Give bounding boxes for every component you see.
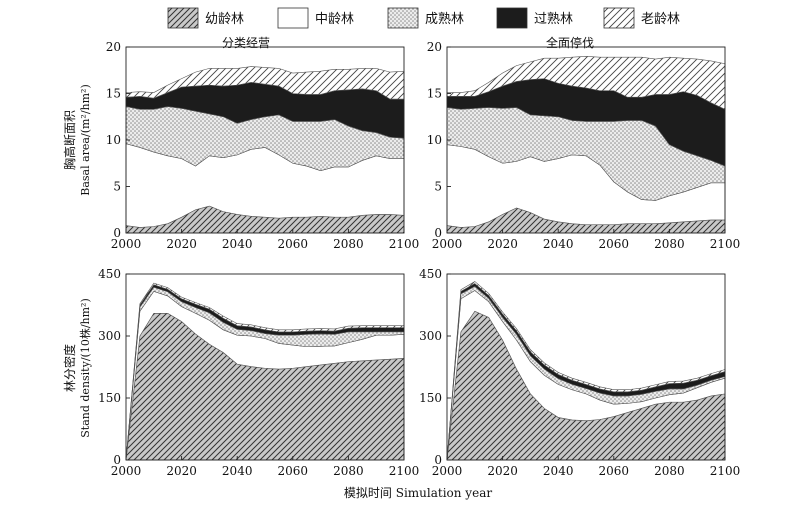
y-tick-label: 10 [427, 133, 442, 147]
panel-title-right: 全面停伐 [546, 35, 594, 50]
legend-swatch-middle [277, 7, 309, 29]
y-tick-label: 0 [434, 226, 442, 240]
x-tick-label: 2060 [599, 237, 630, 251]
y-tick-label: 20 [106, 40, 121, 54]
ylabel-stand-density-en: Stand density/(10株/hm²) [78, 298, 92, 438]
panel-title-left: 分类经营 [222, 36, 270, 50]
x-tick-label: 2080 [333, 464, 364, 478]
panel-stand-density-classified: 2000 2020 2040 2060 2080 2100 0 150 300 450 [98, 267, 419, 478]
x-tick-label: 2000 [432, 464, 463, 478]
legend-label-old: 老龄林 [641, 12, 680, 27]
x-tick-label: 2080 [654, 237, 685, 251]
y-tick-label: 300 [98, 329, 121, 343]
legend-item-middle: 中龄林 [277, 7, 354, 29]
panel-stand-density-logging-ban: 2000 2020 2040 2060 2080 2100 0 150 300 450 [419, 267, 740, 478]
y-tick-label: 0 [113, 453, 121, 467]
panel-basal-area-classified: 2000 2020 2040 2060 2080 2100 0 5 10 15 20 [106, 40, 420, 251]
y-tick-label: 300 [419, 329, 442, 343]
y-tick-label: 150 [98, 391, 121, 405]
x-tick-label: 2040 [222, 237, 253, 251]
ylabel-basal-area-cn: 胸高断面积 [62, 110, 77, 170]
plot-frame [125, 273, 405, 461]
x-tick-label: 2020 [166, 464, 197, 478]
legend-item-over: 过熟林 [496, 7, 573, 29]
x-tick-label: 2020 [487, 464, 518, 478]
y-tick-label: 150 [419, 391, 442, 405]
x-tick-label: 2100 [389, 237, 420, 251]
legend-item-young: 幼龄林 [167, 7, 244, 29]
legend-swatch-mature [387, 7, 419, 29]
legend-label-young: 幼龄林 [205, 12, 244, 27]
y-tick-label: 450 [98, 267, 121, 281]
legend-label-middle: 中龄林 [315, 12, 354, 27]
legend-label-mature: 成熟林 [425, 11, 464, 27]
y-tick-label: 15 [106, 87, 121, 101]
x-tick-label: 2100 [710, 464, 741, 478]
legend-swatch-over [496, 7, 528, 29]
x-tick-label: 2080 [654, 464, 685, 478]
y-tick-label: 15 [427, 87, 442, 101]
y-tick-label: 0 [113, 226, 121, 240]
x-tick-label: 2000 [432, 237, 463, 251]
y-tick-label: 5 [113, 180, 121, 194]
xlabel: 模拟时间 Simulation year [344, 486, 492, 500]
x-tick-label: 2100 [389, 464, 420, 478]
y-tick-label: 5 [434, 180, 442, 194]
ylabel-basal-area-en: Basal area/(m²/hm²) [79, 84, 92, 196]
x-tick-label: 2080 [333, 237, 364, 251]
plot-frame [446, 273, 726, 461]
x-tick-label: 2020 [166, 237, 197, 251]
x-tick-label: 2040 [222, 464, 253, 478]
legend-item-old: 老龄林 [603, 7, 680, 29]
x-tick-label: 2000 [111, 237, 142, 251]
y-tick-label: 20 [427, 40, 442, 54]
x-tick-label: 2040 [543, 464, 574, 478]
legend-swatch-old [603, 7, 635, 29]
panel-basal-area-logging-ban: 2000 2020 2040 2060 2080 2100 0 5 10 15 20 [427, 40, 741, 251]
x-tick-label: 2060 [278, 464, 309, 478]
x-tick-label: 2100 [710, 237, 741, 251]
legend-label-over: 过熟林 [534, 11, 573, 27]
x-tick-label: 2060 [278, 237, 309, 251]
legend-item-mature: 成熟林 [387, 7, 464, 29]
x-tick-label: 2000 [111, 464, 142, 478]
legend-swatch-young [167, 7, 199, 29]
y-tick-label: 450 [419, 267, 442, 281]
legend: 幼龄林 中龄林 成熟林 过熟林 老龄林 [167, 7, 680, 29]
ylabel-stand-density-cn: 林分密度 [62, 344, 77, 392]
x-tick-label: 2060 [599, 464, 630, 478]
y-tick-label: 10 [106, 133, 121, 147]
x-tick-label: 2040 [543, 237, 574, 251]
ylabel-basal-area: 胸高断面积 Basal area/(m²/hm²) [62, 84, 92, 196]
x-tick-label: 2020 [487, 237, 518, 251]
ylabel-stand-density: 林分密度 Stand density/(10株/hm²) [62, 298, 92, 438]
y-tick-label: 0 [434, 453, 442, 467]
